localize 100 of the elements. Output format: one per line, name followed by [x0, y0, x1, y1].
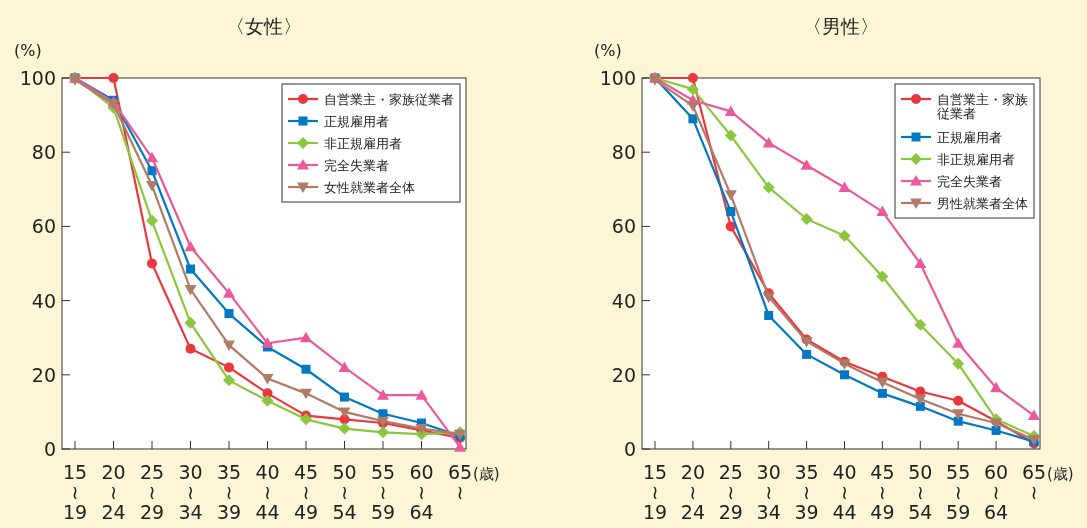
point [338, 422, 351, 435]
x-axis-title: (歳) [473, 465, 500, 483]
point [338, 361, 351, 372]
legend-label: 自営業主・家族従業者 [937, 92, 1028, 121]
point [146, 151, 158, 163]
point [953, 416, 963, 426]
x-tick-label: 60 ≀ 64 [984, 461, 1009, 523]
point [915, 401, 925, 411]
y-tick-label: 20 [611, 363, 636, 386]
y-axis-title: (%) [594, 41, 622, 60]
point [762, 181, 775, 194]
point [840, 370, 849, 380]
y-tick-label: 100 [19, 67, 56, 89]
x-tick-label: 45 ≀ 49 [870, 461, 895, 523]
point [415, 389, 428, 400]
legend-label: 非正規雇用者 [937, 152, 1015, 167]
point [953, 395, 964, 406]
x-tick-label: 55 ≀ 59 [370, 461, 396, 523]
point [300, 388, 312, 400]
point [914, 257, 927, 268]
point [186, 264, 195, 274]
point [802, 349, 812, 359]
legend-label: 男性就業者全体 [937, 196, 1028, 211]
legend-label: 自営業主・家族従業者 [324, 92, 454, 107]
point [224, 309, 234, 319]
point [914, 318, 927, 331]
point [726, 207, 736, 217]
y-tick-label: 0 [43, 438, 56, 460]
point [147, 166, 157, 176]
x-tick-label: 15 ≀ 19 [642, 461, 668, 523]
point [876, 205, 889, 217]
x-tick-label: 40 ≀ 44 [255, 461, 280, 523]
point [261, 337, 274, 348]
legend-label: 正規雇用者 [937, 130, 1002, 145]
point [764, 310, 774, 320]
point [1028, 409, 1040, 421]
point [838, 229, 851, 242]
x-tick-label: 35 ≀ 39 [216, 461, 242, 523]
y-tick-label: 40 [31, 289, 56, 312]
x-tick-label: 60 ≀ 64 [409, 461, 434, 523]
x-tick-label: 65 ≀ [447, 461, 473, 503]
point [108, 73, 119, 83]
y-tick-label: 80 [611, 141, 636, 164]
point [146, 214, 158, 227]
x-tick-label: 40 ≀ 44 [832, 461, 857, 523]
legend-label: 女性就業者全体 [324, 180, 415, 195]
point [876, 270, 889, 283]
x-tick-label: 30 ≀ 34 [178, 461, 203, 523]
chart-title: 〈女性〉 [226, 15, 302, 37]
point [454, 441, 466, 452]
point [300, 413, 312, 426]
point [952, 409, 965, 420]
point [990, 381, 1003, 393]
point [686, 83, 699, 96]
x-tick-label: 50 ≀ 54 [332, 461, 357, 523]
point [377, 389, 389, 400]
legend-label: 完全失業者 [937, 174, 1002, 189]
point [300, 331, 312, 343]
point [261, 394, 274, 407]
point [223, 287, 235, 298]
y-tick-label: 60 [31, 215, 56, 238]
point [146, 181, 158, 192]
point [724, 129, 737, 142]
point [877, 388, 887, 398]
x-tick-label: 25 ≀ 29 [718, 461, 743, 523]
point [876, 377, 889, 389]
point [688, 114, 698, 124]
point [914, 394, 927, 405]
point [838, 181, 851, 192]
point [301, 364, 311, 374]
point [762, 292, 775, 303]
y-tick-label: 0 [623, 438, 636, 460]
chart-title: 〈男性〉 [803, 15, 879, 37]
y-axis-title: (%) [14, 41, 42, 60]
point [184, 284, 197, 296]
x-tick-label: 20 ≀ 24 [680, 461, 705, 523]
point [223, 340, 235, 352]
point [952, 337, 965, 348]
point [687, 73, 698, 83]
point [224, 362, 234, 373]
point [223, 374, 235, 387]
point [800, 212, 813, 225]
y-tick-label: 100 [599, 67, 636, 89]
point [724, 105, 737, 116]
point [800, 159, 813, 170]
point [762, 136, 775, 148]
point [377, 426, 389, 439]
legend-label: 非正規雇用者 [324, 136, 402, 151]
point [261, 374, 274, 385]
point [991, 425, 1001, 435]
x-tick-label: 25 ≀ 29 [139, 461, 165, 523]
point [952, 357, 965, 370]
point [184, 240, 197, 252]
x-tick-label: 50 ≀ 54 [908, 461, 933, 523]
y-tick-label: 40 [611, 289, 636, 312]
x-tick-label: 55 ≀ 59 [946, 461, 971, 523]
point [724, 190, 737, 201]
y-tick-label: 60 [611, 215, 636, 238]
x-tick-label: 20 ≀ 24 [101, 461, 126, 523]
legend-label: 完全失業者 [324, 158, 389, 173]
